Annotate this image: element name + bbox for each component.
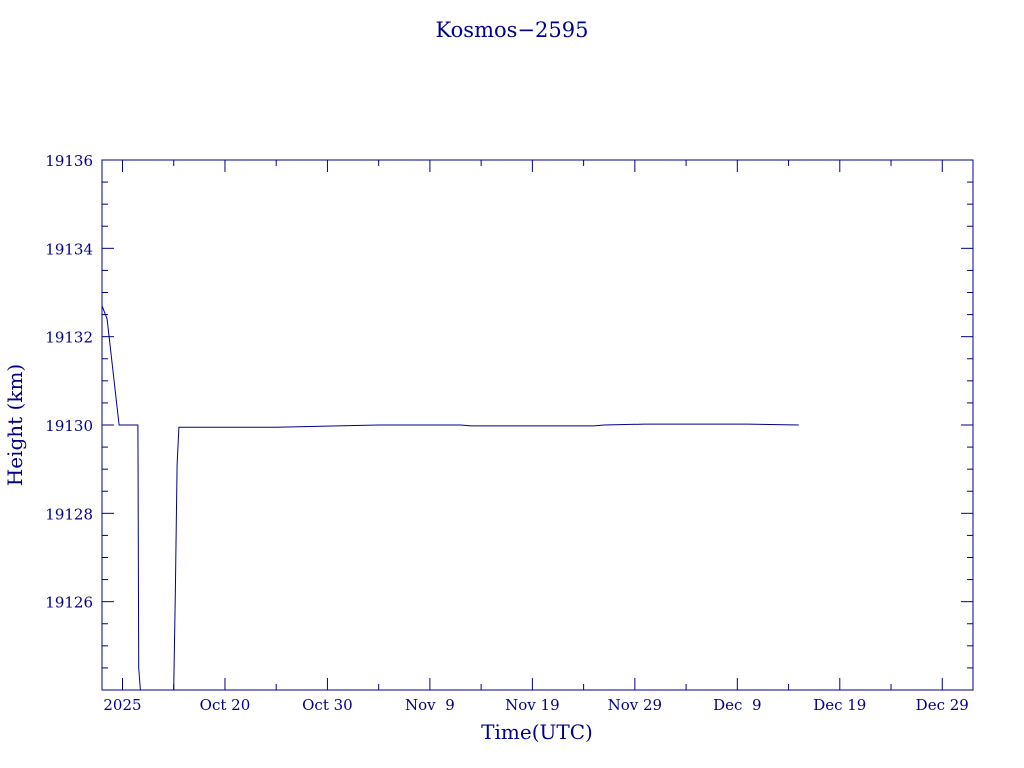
x-tick-label: Oct 30 bbox=[302, 696, 353, 714]
x-tick-label: Nov 9 bbox=[405, 696, 455, 714]
y-axis-title: Height (km) bbox=[3, 364, 27, 486]
y-tick-label: 19126 bbox=[45, 594, 93, 612]
chart-title: Kosmos−2595 bbox=[436, 18, 589, 42]
y-tick-label: 19136 bbox=[45, 152, 93, 170]
series-line bbox=[101, 305, 799, 691]
plot-frame bbox=[101, 159, 974, 691]
y-tick-label: 19134 bbox=[45, 240, 93, 258]
x-tick-label: Nov 19 bbox=[505, 696, 560, 714]
y-tick-label: 19130 bbox=[45, 417, 93, 435]
x-tick-label: Dec 29 bbox=[916, 696, 969, 714]
y-tick-label: 19132 bbox=[45, 329, 93, 347]
x-tick-label: Nov 29 bbox=[608, 696, 663, 714]
x-tick-label: 2025 bbox=[103, 696, 141, 714]
y-tick-labels: 19126 19128 19130 19132 19134 19136 bbox=[45, 152, 93, 612]
x-tick-label: Dec 19 bbox=[813, 696, 866, 714]
series-group bbox=[101, 305, 799, 691]
x-tick-labels: 2025 Oct 20 Oct 30 Nov 9 Nov 19 Nov 29 Dec 9 De… bbox=[103, 696, 968, 714]
x-axis-title: Time(UTC) bbox=[481, 720, 593, 744]
x-tick-label: Dec 9 bbox=[713, 696, 761, 714]
axis-ticks bbox=[102, 159, 973, 691]
x-tick-label: Oct 20 bbox=[200, 696, 251, 714]
y-tick-label: 19128 bbox=[45, 505, 93, 523]
